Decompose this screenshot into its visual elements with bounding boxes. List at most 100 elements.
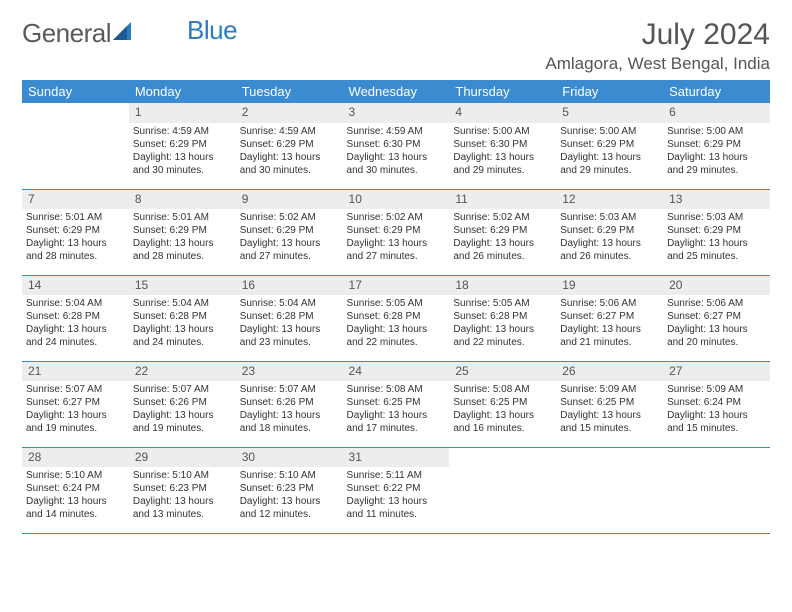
cell-line: Daylight: 13 hours and 30 minutes. (133, 151, 232, 177)
cell-line: Sunrise: 5:03 AM (560, 211, 659, 224)
calendar-cell (556, 447, 663, 533)
cell-line: Sunrise: 4:59 AM (347, 125, 446, 138)
calendar-cell: 6Sunrise: 5:00 AMSunset: 6:29 PMDaylight… (663, 103, 770, 189)
cell-line: Sunrise: 5:05 AM (453, 297, 552, 310)
dayname-tuesday: Tuesday (236, 80, 343, 103)
cell-body: Sunrise: 5:06 AMSunset: 6:27 PMDaylight:… (663, 295, 770, 353)
cell-body: Sunrise: 5:08 AMSunset: 6:25 PMDaylight:… (449, 381, 556, 439)
day-number: 21 (22, 362, 129, 382)
calendar-cell: 28Sunrise: 5:10 AMSunset: 6:24 PMDayligh… (22, 447, 129, 533)
cell-body: Sunrise: 5:08 AMSunset: 6:25 PMDaylight:… (343, 381, 450, 439)
day-number: 7 (22, 190, 129, 210)
calendar-table: SundayMondayTuesdayWednesdayThursdayFrid… (22, 80, 770, 534)
day-number: 20 (663, 276, 770, 296)
cell-body: Sunrise: 5:01 AMSunset: 6:29 PMDaylight:… (22, 209, 129, 267)
cell-line: Sunrise: 5:07 AM (133, 383, 232, 396)
cell-line: Sunrise: 5:00 AM (560, 125, 659, 138)
cell-body: Sunrise: 5:09 AMSunset: 6:24 PMDaylight:… (663, 381, 770, 439)
cell-line: Sunrise: 5:06 AM (560, 297, 659, 310)
calendar-cell: 22Sunrise: 5:07 AMSunset: 6:26 PMDayligh… (129, 361, 236, 447)
cell-line: Daylight: 13 hours and 28 minutes. (26, 237, 125, 263)
dayname-sunday: Sunday (22, 80, 129, 103)
cell-line: Sunset: 6:30 PM (347, 138, 446, 151)
cell-line: Daylight: 13 hours and 26 minutes. (560, 237, 659, 263)
cell-line: Sunrise: 5:11 AM (347, 469, 446, 482)
calendar-cell: 16Sunrise: 5:04 AMSunset: 6:28 PMDayligh… (236, 275, 343, 361)
cell-line: Sunset: 6:29 PM (133, 138, 232, 151)
cell-line: Sunrise: 5:03 AM (667, 211, 766, 224)
calendar-cell: 11Sunrise: 5:02 AMSunset: 6:29 PMDayligh… (449, 189, 556, 275)
day-number: 15 (129, 276, 236, 296)
calendar-cell: 3Sunrise: 4:59 AMSunset: 6:30 PMDaylight… (343, 103, 450, 189)
day-number: 5 (556, 103, 663, 123)
calendar-cell: 2Sunrise: 4:59 AMSunset: 6:29 PMDaylight… (236, 103, 343, 189)
cell-body: Sunrise: 5:05 AMSunset: 6:28 PMDaylight:… (449, 295, 556, 353)
dayname-thursday: Thursday (449, 80, 556, 103)
day-number: 26 (556, 362, 663, 382)
cell-line: Daylight: 13 hours and 15 minutes. (560, 409, 659, 435)
calendar-cell: 18Sunrise: 5:05 AMSunset: 6:28 PMDayligh… (449, 275, 556, 361)
calendar-cell: 31Sunrise: 5:11 AMSunset: 6:22 PMDayligh… (343, 447, 450, 533)
cell-line: Daylight: 13 hours and 19 minutes. (133, 409, 232, 435)
calendar-cell: 30Sunrise: 5:10 AMSunset: 6:23 PMDayligh… (236, 447, 343, 533)
cell-line: Sunset: 6:27 PM (560, 310, 659, 323)
cell-line: Sunset: 6:23 PM (240, 482, 339, 495)
cell-line: Sunrise: 5:01 AM (133, 211, 232, 224)
cell-line: Daylight: 13 hours and 21 minutes. (560, 323, 659, 349)
cell-line: Daylight: 13 hours and 20 minutes. (667, 323, 766, 349)
calendar-cell: 17Sunrise: 5:05 AMSunset: 6:28 PMDayligh… (343, 275, 450, 361)
cell-line: Daylight: 13 hours and 29 minutes. (453, 151, 552, 177)
cell-line: Daylight: 13 hours and 26 minutes. (453, 237, 552, 263)
cell-line: Daylight: 13 hours and 28 minutes. (133, 237, 232, 263)
page-title: July 2024 (545, 18, 770, 52)
cell-body: Sunrise: 5:07 AMSunset: 6:26 PMDaylight:… (129, 381, 236, 439)
cell-line: Daylight: 13 hours and 23 minutes. (240, 323, 339, 349)
page-subtitle: Amlagora, West Bengal, India (545, 54, 770, 74)
day-number: 12 (556, 190, 663, 210)
day-number: 3 (343, 103, 450, 123)
cell-line: Sunset: 6:25 PM (453, 396, 552, 409)
cell-body: Sunrise: 5:06 AMSunset: 6:27 PMDaylight:… (556, 295, 663, 353)
day-number: 22 (129, 362, 236, 382)
cell-line: Sunset: 6:29 PM (453, 224, 552, 237)
day-number: 13 (663, 190, 770, 210)
cell-body: Sunrise: 5:04 AMSunset: 6:28 PMDaylight:… (22, 295, 129, 353)
calendar-cell: 19Sunrise: 5:06 AMSunset: 6:27 PMDayligh… (556, 275, 663, 361)
cell-body: Sunrise: 5:11 AMSunset: 6:22 PMDaylight:… (343, 467, 450, 525)
calendar-cell: 24Sunrise: 5:08 AMSunset: 6:25 PMDayligh… (343, 361, 450, 447)
cell-line: Sunrise: 5:00 AM (453, 125, 552, 138)
day-number: 31 (343, 448, 450, 468)
dayname-friday: Friday (556, 80, 663, 103)
calendar-cell: 20Sunrise: 5:06 AMSunset: 6:27 PMDayligh… (663, 275, 770, 361)
cell-line: Sunrise: 5:00 AM (667, 125, 766, 138)
cell-line: Daylight: 13 hours and 18 minutes. (240, 409, 339, 435)
cell-body: Sunrise: 5:10 AMSunset: 6:23 PMDaylight:… (129, 467, 236, 525)
cell-line: Sunrise: 5:02 AM (240, 211, 339, 224)
cell-body: Sunrise: 5:04 AMSunset: 6:28 PMDaylight:… (129, 295, 236, 353)
day-number: 30 (236, 448, 343, 468)
day-number: 6 (663, 103, 770, 123)
day-number: 16 (236, 276, 343, 296)
day-number: 19 (556, 276, 663, 296)
cell-line: Sunset: 6:26 PM (240, 396, 339, 409)
day-number: 29 (129, 448, 236, 468)
cell-line: Sunset: 6:28 PM (453, 310, 552, 323)
day-number: 1 (129, 103, 236, 123)
cell-body: Sunrise: 5:01 AMSunset: 6:29 PMDaylight:… (129, 209, 236, 267)
calendar-cell: 13Sunrise: 5:03 AMSunset: 6:29 PMDayligh… (663, 189, 770, 275)
calendar-row: 14Sunrise: 5:04 AMSunset: 6:28 PMDayligh… (22, 275, 770, 361)
calendar-cell: 9Sunrise: 5:02 AMSunset: 6:29 PMDaylight… (236, 189, 343, 275)
cell-line: Sunrise: 5:10 AM (26, 469, 125, 482)
cell-line: Daylight: 13 hours and 16 minutes. (453, 409, 552, 435)
cell-line: Sunrise: 5:09 AM (560, 383, 659, 396)
cell-line: Sunrise: 5:06 AM (667, 297, 766, 310)
calendar-cell: 26Sunrise: 5:09 AMSunset: 6:25 PMDayligh… (556, 361, 663, 447)
calendar-cell (22, 103, 129, 189)
calendar-row: 28Sunrise: 5:10 AMSunset: 6:24 PMDayligh… (22, 447, 770, 533)
day-number: 25 (449, 362, 556, 382)
cell-body: Sunrise: 5:10 AMSunset: 6:24 PMDaylight:… (22, 467, 129, 525)
cell-line: Sunrise: 5:08 AM (453, 383, 552, 396)
cell-line: Daylight: 13 hours and 15 minutes. (667, 409, 766, 435)
day-number: 28 (22, 448, 129, 468)
calendar-cell: 4Sunrise: 5:00 AMSunset: 6:30 PMDaylight… (449, 103, 556, 189)
